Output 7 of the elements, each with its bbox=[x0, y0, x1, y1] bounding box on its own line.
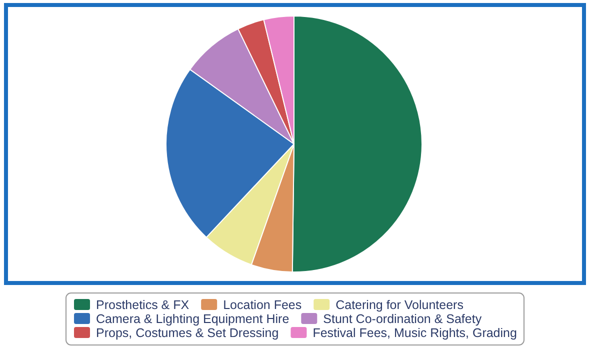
legend-label: Camera & Lighting Equipment Hire bbox=[96, 312, 290, 326]
legend-label: Prosthetics & FX bbox=[96, 298, 190, 312]
legend-label: Location Fees bbox=[223, 298, 302, 312]
legend-label: Props, Costumes & Set Dressing bbox=[96, 326, 279, 340]
legend-label: Stunt Co-ordination & Safety bbox=[323, 312, 482, 326]
legend-label: Catering for Volunteers bbox=[336, 298, 464, 312]
legend-label: Festival Fees, Music Rights, Grading bbox=[312, 326, 517, 340]
